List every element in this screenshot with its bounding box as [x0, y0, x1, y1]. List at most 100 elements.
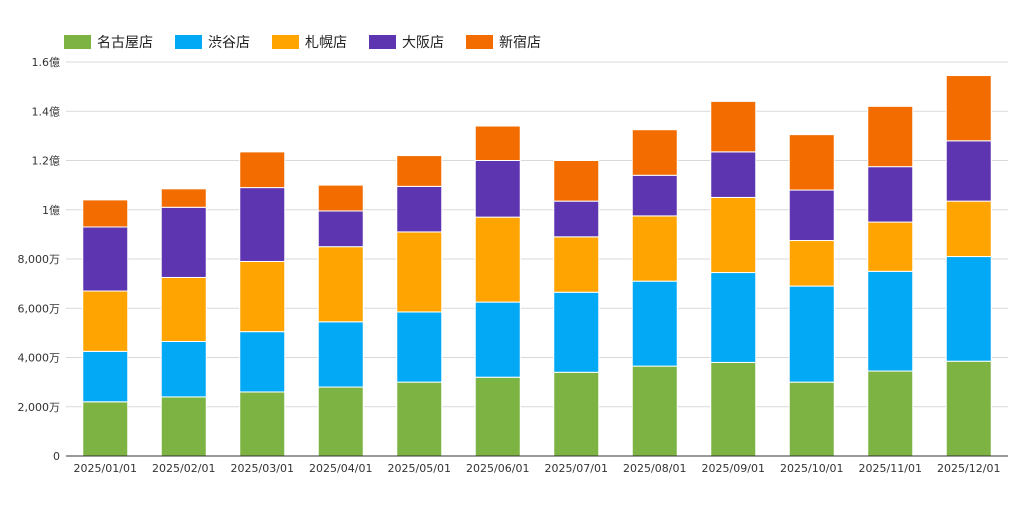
y-tick-label: 6,000万 [18, 302, 61, 315]
bar-segment [788, 285, 835, 383]
x-tick-label: 2025/05/01 [388, 462, 451, 475]
bar-segment [82, 199, 129, 228]
bar-segment [553, 236, 600, 293]
bar-segment [474, 376, 521, 457]
bar-segment [160, 396, 207, 457]
bar-stack [474, 125, 521, 457]
bar-stack [396, 155, 443, 457]
bar-segment [239, 391, 286, 457]
bar-segment [710, 361, 757, 457]
bar-segment [710, 151, 757, 198]
bar-segment [867, 270, 914, 372]
legend-swatch [466, 35, 493, 49]
bar-segment [82, 226, 129, 292]
bar-segment [631, 280, 678, 367]
legend-label: 新宿店 [499, 34, 541, 51]
x-tick-label: 2025/10/01 [780, 462, 843, 475]
bar-segment [82, 350, 129, 403]
bar-segment [239, 151, 286, 189]
bar-segment [710, 100, 757, 153]
legend-item: 新宿店 [466, 34, 541, 51]
y-tick-label: 2,000万 [18, 401, 61, 414]
x-tick-label: 2025/06/01 [466, 462, 529, 475]
x-tick-label: 2025/08/01 [623, 462, 686, 475]
legend-label: 名古屋店 [97, 35, 153, 51]
y-tick-label: 1.2億 [32, 155, 61, 168]
bar-segment [631, 129, 678, 176]
bar-segment [317, 321, 364, 388]
bar-stack [82, 199, 129, 457]
bar-stack [553, 160, 600, 457]
x-tick-label: 2025/07/01 [545, 462, 608, 475]
bar-segment [945, 140, 992, 202]
bar-segment [474, 301, 521, 378]
bar-stack [867, 105, 914, 457]
bar-segment [945, 360, 992, 457]
legend: 名古屋店 渋谷店 札幌店 大阪店 新宿店 [64, 34, 541, 51]
bar-segment [396, 155, 443, 187]
y-tick-label: 4,000万 [18, 352, 61, 365]
legend-swatch [64, 35, 91, 49]
bar-segment [553, 160, 600, 202]
bar-segment [553, 371, 600, 457]
bar-segment [239, 260, 286, 333]
y-tick-label: 0 [53, 450, 60, 463]
bar-segment [553, 291, 600, 373]
bar-segment [396, 311, 443, 383]
bar-segment [317, 210, 364, 248]
bar-stack [788, 134, 835, 457]
bar-segment [945, 75, 992, 142]
bar-segment [160, 188, 207, 208]
bar-segment [396, 185, 443, 233]
bar-segment [710, 196, 757, 274]
x-tick-label: 2025/11/01 [859, 462, 922, 475]
legend-item: 札幌店 [272, 35, 347, 51]
bar-segment [82, 401, 129, 457]
y-tick-label: 1億 [42, 204, 60, 217]
bar-segment [710, 272, 757, 363]
legend-item: 渋谷店 [175, 35, 250, 51]
bar-segment [82, 290, 129, 352]
bar-segment [160, 276, 207, 342]
legend-swatch [369, 35, 396, 49]
legend-label: 大阪店 [402, 35, 444, 51]
bar-segment [867, 370, 914, 457]
bar-segment [631, 365, 678, 457]
bar-segment [867, 221, 914, 272]
legend-item: 名古屋店 [64, 35, 153, 51]
bar-segment [317, 246, 364, 323]
bar-segment [867, 105, 914, 168]
bar-segment [867, 166, 914, 223]
bar-segment [239, 187, 286, 262]
bar-segment [553, 200, 600, 238]
gridlines: 0 2,000万 4,000万 6,000万 8,000万 1億 1.2億 1.4億 1.6億 [18, 56, 1008, 463]
bar-segment [160, 206, 207, 278]
x-tick-label: 2025/03/01 [231, 462, 294, 475]
bar-stack [239, 151, 286, 457]
bar-segment [788, 134, 835, 191]
bar-segment [317, 386, 364, 457]
bar-segment [945, 256, 992, 362]
x-tick-label: 2025/02/01 [152, 462, 215, 475]
bar-segment [396, 231, 443, 313]
bar-segment [631, 174, 678, 217]
bar-segment [239, 331, 286, 393]
bar-stack [160, 188, 207, 457]
bar-segment [317, 184, 364, 212]
bar-segment [474, 125, 521, 161]
y-tick-label: 1.6億 [32, 56, 61, 69]
legend-swatch [272, 35, 299, 49]
bar-segment [945, 200, 992, 258]
x-tick-label: 2025/01/01 [74, 462, 137, 475]
legend-label: 渋谷店 [208, 35, 250, 51]
bar-segment [631, 215, 678, 282]
x-tick-label: 2025/09/01 [702, 462, 765, 475]
bar-stack [945, 75, 992, 457]
bar-stack [631, 129, 678, 457]
x-tick-label: 2025/04/01 [309, 462, 372, 475]
legend-swatch [175, 35, 202, 49]
bar-segment [474, 160, 521, 218]
bar-segment [396, 381, 443, 457]
